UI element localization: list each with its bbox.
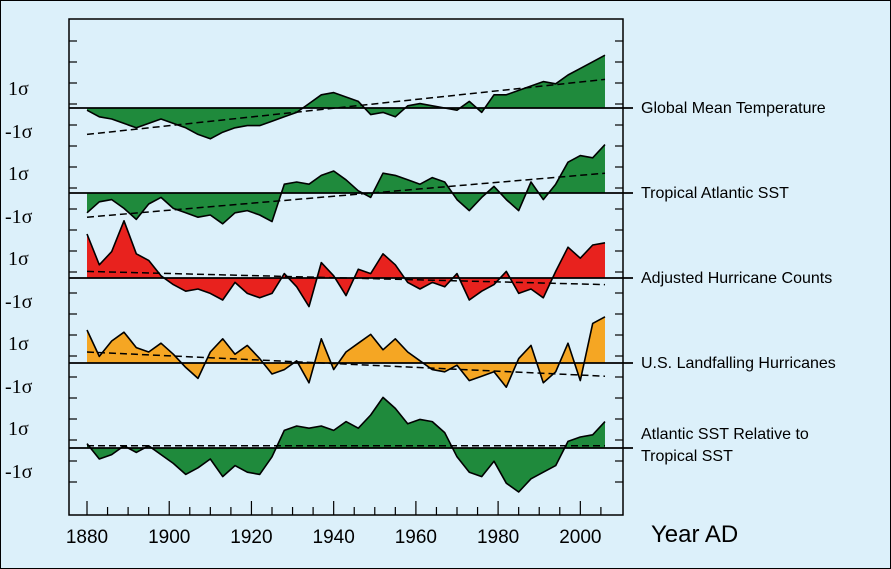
series-1-line (86, 54, 606, 140)
x-tick-label: 1960 (395, 527, 437, 548)
series-4-trend (86, 351, 606, 377)
series-5-line (86, 396, 606, 493)
series-3-label: Adjusted Hurricane Counts (641, 270, 832, 287)
x-tick-label: 1940 (313, 527, 355, 548)
series-1-trend (86, 78, 606, 136)
y-tick-label: -1σ (5, 206, 33, 228)
series-2-trend (86, 172, 606, 218)
series-3-area (87, 220, 605, 307)
series-5-label: Tropical SST (641, 448, 733, 465)
series-2-area (87, 144, 605, 224)
axis-layer: 1σ -1σ 1σ -1σ 1σ -1σ 1σ -1σ 1σ -1σ 1880 1900 1920 194… (5, 40, 623, 548)
y-tick-label: -1σ (5, 461, 33, 483)
series-layer (69, 54, 633, 493)
series-2 (69, 144, 633, 225)
x-tick-label: 1900 (148, 527, 190, 548)
x-tick-label: 1920 (230, 527, 272, 548)
series-1 (69, 54, 633, 140)
y-tick-label: 1σ (8, 333, 29, 355)
x-axis-label: Year AD (651, 521, 738, 548)
y-tick-label: -1σ (5, 376, 33, 398)
series-3-line (86, 220, 606, 308)
series-5-area (87, 397, 605, 492)
x-tick-label: 1980 (477, 527, 519, 548)
label-layer: Global Mean Temperature Tropical Atlantic… (641, 100, 836, 465)
y-tick-label: 1σ (8, 248, 29, 270)
series-2-label: Tropical Atlantic SST (641, 185, 789, 202)
y-tick-label: 1σ (8, 163, 29, 185)
x-tick-label: 1880 (66, 527, 108, 548)
series-1-label: Global Mean Temperature (641, 100, 826, 117)
series-5 (69, 396, 633, 493)
plot-frame (68, 18, 624, 516)
series-3 (69, 220, 633, 308)
series-3-trend (86, 270, 606, 286)
y-tick-label: 1σ (8, 78, 29, 100)
series-4-line (86, 316, 606, 388)
series-5-label: Atlantic SST Relative to (641, 426, 809, 443)
x-tick-label: 2000 (559, 527, 601, 548)
series-4-label: U.S. Landfalling Hurricanes (641, 355, 836, 372)
y-tick-label: 1σ (8, 418, 29, 440)
series-4 (69, 316, 633, 388)
series-2-line (86, 144, 606, 225)
y-tick-label: -1σ (5, 291, 33, 313)
y-tick-label: -1σ (5, 121, 33, 143)
